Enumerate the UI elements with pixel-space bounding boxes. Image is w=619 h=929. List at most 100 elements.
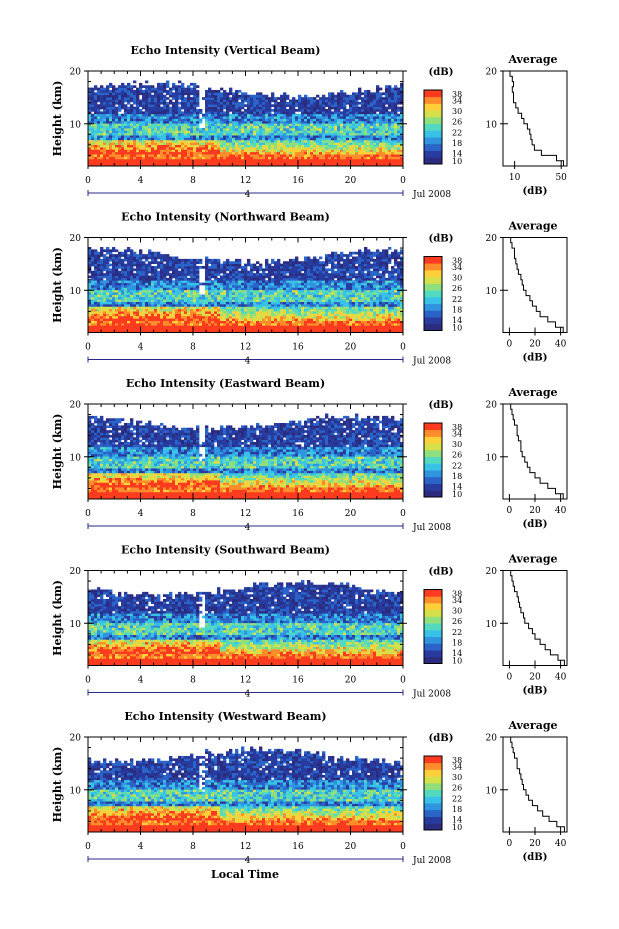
- heatmap-cell: [220, 292, 223, 295]
- heatmap-cell: [391, 152, 394, 155]
- heatmap-cell: [160, 311, 163, 314]
- heatmap-cell: [112, 264, 115, 267]
- heatmap-cell: [190, 271, 193, 274]
- heatmap-cell: [214, 119, 217, 122]
- heatmap-cell: [289, 138, 292, 141]
- heatmap-cell: [397, 133, 400, 136]
- heatmap-cell: [310, 135, 313, 138]
- heatmap-cell: [208, 147, 211, 150]
- heatmap-cell: [139, 135, 142, 138]
- heatmap-cell: [163, 278, 166, 281]
- heatmap-cell: [229, 109, 232, 112]
- heatmap-cell: [142, 266, 145, 269]
- heatmap-cell: [109, 100, 112, 103]
- heatmap-cell: [100, 135, 103, 138]
- heatmap-cell: [190, 123, 193, 126]
- heatmap-cell: [292, 104, 295, 107]
- heatmap-cell: [193, 295, 196, 298]
- heatmap-cell: [136, 304, 139, 307]
- heatmap-cell: [238, 107, 241, 110]
- heatmap-cell: [286, 123, 289, 126]
- heatmap-cell: [307, 114, 310, 117]
- heatmap-cell: [376, 116, 379, 119]
- heatmap-cell: [205, 325, 208, 328]
- heatmap-cell: [226, 306, 229, 309]
- heatmap-cell: [340, 95, 343, 98]
- heatmap-cell: [373, 92, 376, 95]
- heatmap-cell: [109, 92, 112, 95]
- heatmap-cell: [112, 295, 115, 298]
- heatmap-cell: [187, 147, 190, 150]
- heatmap-cell: [241, 154, 244, 157]
- heatmap-cell: [217, 311, 220, 314]
- heatmap-cell: [271, 138, 274, 141]
- heatmap-cell: [142, 295, 145, 298]
- heatmap-cell: [190, 152, 193, 155]
- heatmap-cell: [226, 314, 229, 317]
- heatmap-cell: [184, 280, 187, 283]
- heatmap-cell: [175, 152, 178, 155]
- heatmap-cell: [367, 126, 370, 129]
- heatmap-cell: [115, 152, 118, 155]
- heatmap-cell: [160, 271, 163, 274]
- heatmap-cell: [316, 135, 319, 138]
- heatmap-cell: [220, 142, 223, 145]
- heatmap-cells: [88, 81, 403, 167]
- heatmap-cell: [223, 316, 226, 319]
- heatmap-cell: [94, 328, 97, 331]
- heatmap-cell: [136, 287, 139, 290]
- heatmap-cell: [106, 328, 109, 331]
- heatmap-cell: [91, 161, 94, 164]
- heatmap-cell: [181, 292, 184, 295]
- heatmap-cell: [187, 285, 190, 288]
- heatmap-cell: [301, 140, 304, 143]
- heatmap-cell: [319, 157, 322, 160]
- heatmap-cell: [208, 321, 211, 324]
- heatmap-cell: [94, 157, 97, 160]
- heatmap-cell: [133, 149, 136, 152]
- heatmap-cell: [331, 121, 334, 124]
- heatmap-cell: [337, 116, 340, 119]
- heatmap-cell: [199, 157, 202, 160]
- heatmap-cell: [136, 295, 139, 298]
- heatmap-cell: [190, 280, 193, 283]
- heatmap-cell: [157, 140, 160, 143]
- heatmap-cell: [154, 116, 157, 119]
- heatmap-cell: [160, 128, 163, 131]
- heatmap-cell: [193, 261, 196, 264]
- heatmap-cell: [379, 133, 382, 136]
- heatmap-cell: [241, 121, 244, 124]
- heatmap-cell: [208, 309, 211, 312]
- heatmap-cell: [151, 116, 154, 119]
- heatmap-cell: [148, 85, 151, 88]
- heatmap-cell: [220, 128, 223, 131]
- heatmap-cell: [385, 159, 388, 162]
- heatmap-cell: [220, 140, 223, 143]
- heatmap-cell: [157, 133, 160, 136]
- heatmap-cell: [184, 283, 187, 286]
- heatmap-cell: [100, 247, 103, 250]
- heatmap-cell: [175, 85, 178, 88]
- heatmap-cell: [166, 254, 169, 257]
- heatmap-cell: [88, 302, 91, 305]
- heatmap-cell: [376, 149, 379, 152]
- heatmap-cell: [130, 297, 133, 300]
- heatmap-cell: [232, 116, 235, 119]
- heatmap-cell: [262, 116, 265, 119]
- heatmap-cell: [106, 264, 109, 267]
- heatmap-cell: [388, 85, 391, 88]
- heatmap-cell: [340, 123, 343, 126]
- heatmap-cell: [349, 126, 352, 129]
- heatmap-cell: [154, 130, 157, 133]
- heatmap-cell: [235, 138, 238, 141]
- heatmap-cell: [124, 111, 127, 114]
- heatmap-cell: [166, 318, 169, 321]
- heatmap-cell: [94, 299, 97, 302]
- heatmap-cell: [103, 325, 106, 328]
- heatmap-cell: [193, 142, 196, 145]
- heatmap-cell: [394, 147, 397, 150]
- heatmap-cell: [235, 302, 238, 305]
- heatmap-cell: [115, 273, 118, 276]
- heatmap-cell: [238, 157, 241, 160]
- heatmap-cell: [274, 159, 277, 162]
